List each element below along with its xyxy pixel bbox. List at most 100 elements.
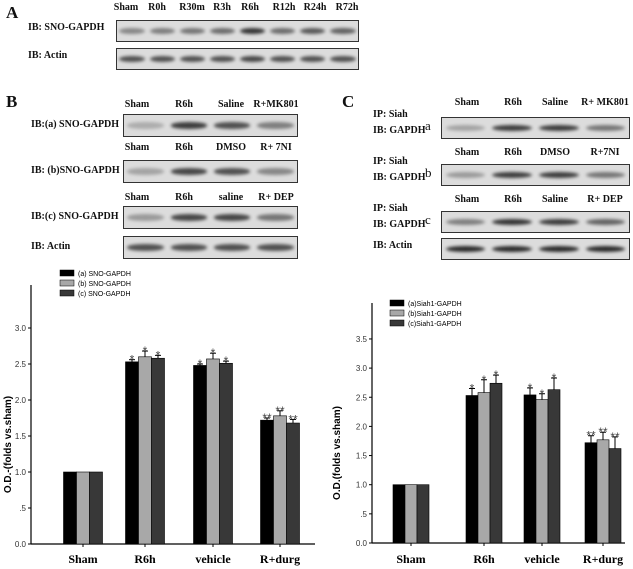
band	[170, 168, 208, 175]
bar	[260, 419, 274, 545]
row-label: IB:(a) SNO-GAPDH	[31, 119, 120, 130]
y-tick-label: 3.0	[15, 324, 27, 333]
blot	[123, 206, 298, 229]
bar	[404, 484, 418, 544]
y-tick-label: .5	[360, 510, 367, 519]
lane-label: DMSO	[540, 147, 570, 158]
lane-label: Saline	[541, 194, 569, 205]
lane-label: Sham	[124, 142, 150, 153]
bar	[125, 361, 139, 545]
band	[119, 28, 145, 34]
bar	[89, 471, 103, 545]
blot	[116, 20, 359, 42]
sub-label: b	[425, 165, 432, 180]
blot	[123, 160, 298, 183]
lane-label: R3h	[213, 2, 231, 13]
lane-label: Sham	[454, 194, 480, 205]
ip-label: IP: Siah	[373, 156, 408, 167]
band	[179, 56, 205, 62]
bar	[596, 439, 610, 544]
lane-label: R30m	[179, 2, 205, 13]
lane-label: R6h	[241, 2, 259, 13]
bar	[76, 471, 90, 545]
bar	[138, 356, 152, 545]
significance-mark: *	[156, 348, 161, 362]
panel-c-label: C	[342, 92, 355, 111]
y-tick-label: 2.0	[356, 422, 368, 431]
band	[445, 172, 485, 178]
lane-label: R6h	[504, 194, 522, 205]
row-label: IB: (b)SNO-GAPDH	[31, 165, 120, 176]
row-label: IB: Actin	[31, 241, 71, 252]
band	[330, 28, 356, 34]
band	[585, 172, 626, 178]
lane-label: R0h	[148, 2, 166, 13]
band	[127, 122, 164, 129]
y-tick-label: 1.5	[15, 432, 27, 441]
x-tick-label: vehicle	[195, 552, 231, 566]
significance-mark: *	[143, 344, 148, 358]
band	[585, 246, 626, 252]
band	[300, 28, 326, 34]
legend-label: (c) SNO-GAPDH	[78, 291, 131, 298]
band	[127, 244, 164, 251]
significance-mark: *	[198, 357, 203, 371]
band	[119, 56, 145, 62]
band	[300, 56, 326, 62]
y-tick-label: 0.0	[15, 540, 27, 549]
lane-label: R+MK801	[253, 99, 299, 110]
x-tick-label: Sham	[396, 552, 425, 566]
lane-label: Sham	[454, 147, 480, 158]
band	[213, 168, 251, 175]
band	[257, 244, 294, 251]
significance-mark: *	[540, 387, 545, 401]
bar	[63, 471, 77, 545]
ib-label: IB: GAPDH	[373, 172, 426, 183]
bar	[489, 382, 503, 544]
lane-label: R6h	[504, 97, 522, 108]
lane-label: saline	[218, 192, 244, 203]
y-tick-label: 1.0	[15, 468, 27, 477]
band	[213, 244, 251, 251]
band	[170, 122, 208, 129]
legend-label: (a) SNO-GAPDH	[78, 271, 131, 278]
x-tick-label: R6h	[473, 552, 495, 566]
band	[492, 125, 532, 131]
blot	[116, 48, 359, 70]
legend-swatch	[389, 299, 405, 307]
band	[585, 125, 626, 131]
significance-mark: **	[598, 425, 608, 439]
bar	[151, 357, 165, 545]
blot	[441, 211, 630, 233]
band	[539, 172, 579, 178]
y-tick-label: 3.0	[356, 364, 368, 373]
y-tick-label: 3.5	[356, 335, 368, 344]
row-label: IB:(c) SNO-GAPDH	[31, 211, 119, 222]
band	[539, 219, 579, 225]
bar	[535, 399, 549, 544]
y-tick-label: 1.0	[356, 481, 368, 490]
y-axis-label: O.D.-(folds vs.sham)	[3, 396, 14, 493]
legend-swatch	[59, 269, 75, 277]
x-tick-label: R6h	[134, 552, 156, 566]
y-tick-label: 2.0	[15, 396, 27, 405]
blot	[441, 117, 630, 139]
bar	[273, 415, 287, 545]
band	[585, 219, 626, 225]
x-tick-label: vehicle	[524, 552, 560, 566]
significance-mark: *	[494, 368, 499, 382]
band	[209, 28, 236, 34]
chart-siah1-gapdh: 0.0 .5 1.0 1.5 2.0 2.5 3.0 3.5 O.D.(folds vs.sha…	[332, 299, 625, 566]
legend-label: (a)Siah1-GAPDH	[408, 301, 462, 308]
blot	[123, 236, 298, 259]
band	[239, 28, 266, 34]
band	[270, 56, 296, 62]
significance-mark: *	[482, 373, 487, 387]
y-tick-label: 2.5	[356, 393, 368, 402]
legend-label: (b) SNO-GAPDH	[78, 281, 131, 288]
x-tick-label: Sham	[68, 552, 97, 566]
band	[239, 56, 266, 62]
band	[149, 56, 175, 62]
ib-label: IB: GAPDH	[373, 125, 426, 136]
